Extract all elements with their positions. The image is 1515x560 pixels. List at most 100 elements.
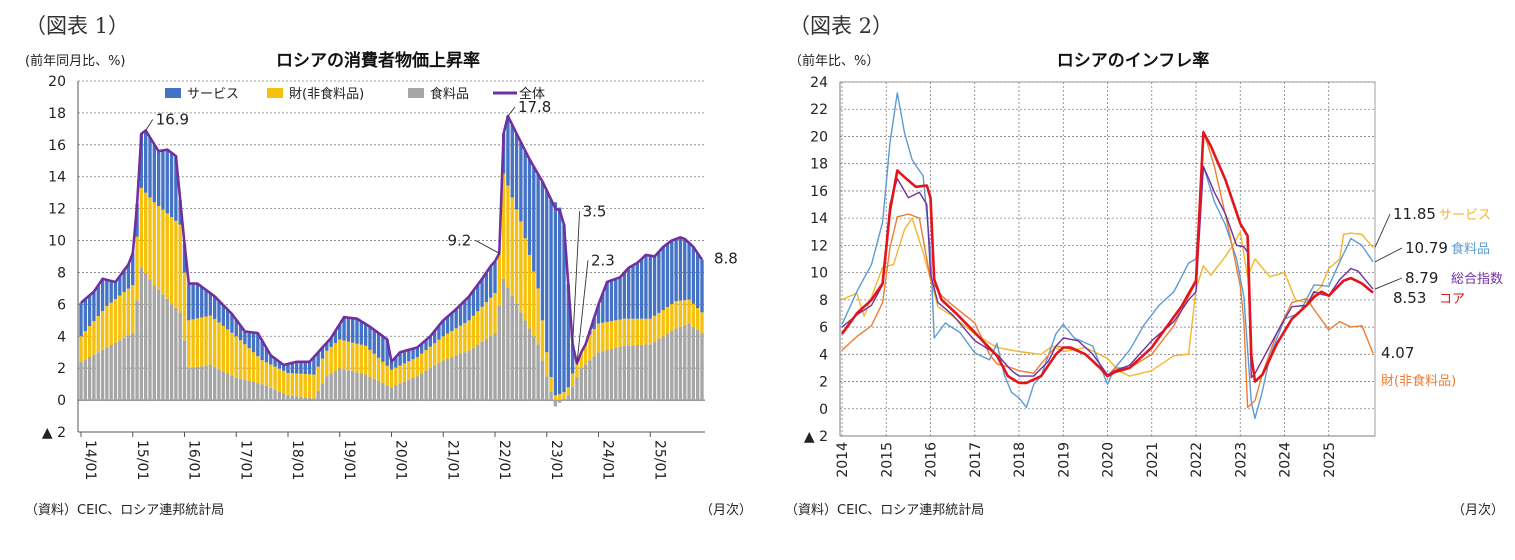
- bar-goods: [532, 271, 536, 337]
- bar-services: [622, 272, 627, 319]
- bar-food: [691, 326, 696, 401]
- x-tick-label: 2015: [879, 442, 895, 478]
- x-tick-label: 2024: [1278, 442, 1294, 478]
- bar-goods: [592, 329, 596, 357]
- bar-food: [79, 361, 83, 401]
- bar-food: [579, 368, 583, 401]
- bar-services: [118, 276, 122, 296]
- bar-food: [648, 344, 652, 401]
- bar-services: [225, 309, 230, 330]
- bar-goods: [394, 367, 398, 386]
- bar-food: [273, 389, 277, 401]
- bar-services: [545, 190, 549, 353]
- bar-goods: [144, 192, 148, 274]
- bar-goods: [424, 350, 428, 371]
- bar-services: [523, 150, 527, 239]
- bar-food: [213, 367, 217, 401]
- bar-goods: [652, 315, 657, 342]
- bar-services: [346, 317, 351, 342]
- bar-goods: [161, 209, 165, 295]
- bar-food: [346, 370, 351, 401]
- bar-goods: [329, 346, 333, 374]
- bar-food: [553, 400, 558, 407]
- bar-goods: [225, 329, 230, 374]
- bar-goods: [217, 322, 221, 370]
- annotation-label: 9.2: [447, 231, 471, 249]
- bar-food: [247, 380, 251, 401]
- bar-services: [407, 349, 411, 362]
- bar-food: [269, 387, 273, 401]
- bar-goods: [264, 362, 269, 386]
- bar-food: [359, 373, 363, 401]
- bar-goods: [256, 356, 260, 384]
- bar-food: [381, 383, 385, 401]
- bar-goods: [570, 373, 575, 387]
- bar-food: [316, 391, 320, 401]
- bar-food: [156, 289, 161, 401]
- bar-food: [674, 328, 678, 401]
- bar-services: [79, 302, 83, 337]
- bar-food: [627, 345, 631, 401]
- y-tick-label: 2: [57, 361, 66, 377]
- bar-services: [359, 321, 363, 345]
- bar-goods: [187, 320, 191, 369]
- bar-food: [148, 279, 152, 401]
- bar-food: [493, 333, 497, 401]
- bar-food: [178, 312, 182, 401]
- bar-goods: [398, 365, 402, 384]
- bar-goods: [195, 318, 200, 367]
- bar-services: [208, 293, 213, 316]
- bar-goods: [700, 312, 704, 334]
- bar-food: [665, 333, 670, 401]
- x-tick-label: 19/01: [341, 440, 357, 480]
- bar-food: [100, 349, 105, 401]
- bar-food: [510, 295, 514, 401]
- bar-food: [329, 373, 333, 401]
- y-tick-label: 18: [48, 106, 66, 122]
- bar-food: [243, 379, 247, 401]
- bar-services: [191, 283, 195, 320]
- bar-services: [627, 267, 631, 319]
- bar-services: [458, 304, 463, 326]
- bar-goods: [299, 373, 303, 397]
- y-tick-label: 20: [810, 129, 828, 145]
- bar-services: [144, 130, 148, 193]
- bar-services: [109, 280, 113, 303]
- bar-services: [665, 243, 670, 308]
- bar-services: [670, 240, 674, 305]
- bar-goods: [294, 373, 299, 397]
- bar-goods: [213, 318, 217, 368]
- bar-goods: [674, 301, 678, 329]
- bar-food: [122, 337, 126, 401]
- bar-food: [385, 385, 389, 401]
- bar-services: [92, 291, 96, 322]
- bar-food: [480, 341, 484, 401]
- annotation-label: 16.9: [156, 110, 189, 128]
- x-tick-label: 2025: [1322, 442, 1338, 478]
- bar-goods: [588, 334, 592, 361]
- bar-food: [191, 367, 195, 401]
- bar-food: [92, 354, 96, 401]
- bar-goods: [320, 358, 325, 384]
- bar-services: [251, 332, 256, 353]
- x-tick-label: 20/01: [393, 440, 409, 480]
- bar-goods: [635, 318, 639, 346]
- bar-food: [454, 355, 458, 401]
- bar-food: [109, 345, 113, 401]
- bar-goods: [169, 217, 174, 304]
- bar-services: [316, 352, 320, 367]
- bar-goods: [545, 352, 549, 377]
- bar-food: [260, 384, 264, 401]
- bar-goods: [428, 346, 432, 369]
- bar-services: [105, 279, 109, 306]
- bar-services: [558, 207, 562, 395]
- bar-services: [696, 253, 700, 309]
- bar-food: [118, 340, 122, 401]
- bar-services: [247, 332, 251, 349]
- bar-food: [420, 373, 424, 401]
- bar-services: [131, 253, 135, 286]
- bar-goods: [415, 357, 420, 377]
- bar-goods: [514, 209, 519, 304]
- bar-food: [696, 329, 700, 401]
- bar-services: [325, 342, 329, 351]
